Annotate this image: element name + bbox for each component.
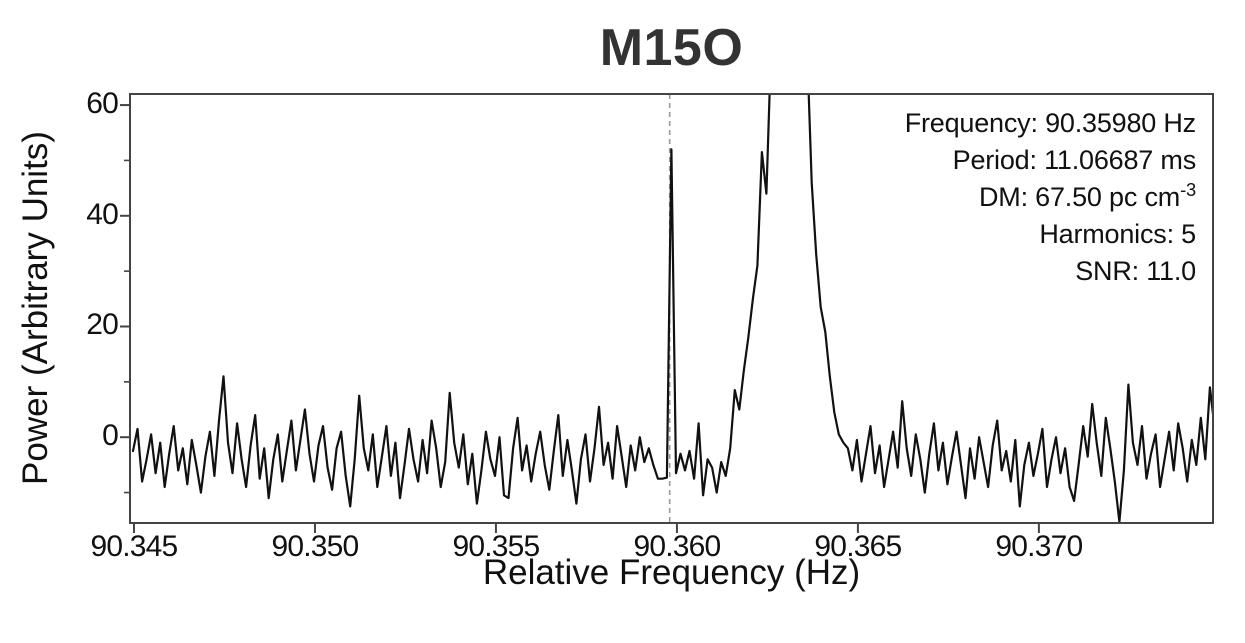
x-axis-label: Relative Frequency (Hz) — [482, 553, 861, 592]
x-tick-label: 90.370 — [995, 530, 1083, 563]
x-tick-label: 90.365 — [814, 530, 902, 563]
annotation-line-snr: SNR: 11.0 — [1075, 256, 1196, 286]
x-tick-label: 90.350 — [271, 530, 359, 563]
y-tick-label: 40 — [86, 197, 119, 231]
plot-frame — [129, 93, 1214, 524]
annotation-superscript: -3 — [1180, 179, 1196, 200]
y-tick-label: 0 — [102, 419, 119, 453]
annotation-line-harmonics: Harmonics: 5 — [1039, 219, 1196, 249]
x-tick-label: 90.355 — [452, 530, 540, 563]
y-tick-label: 20 — [86, 308, 119, 342]
annotation-line-period: Period: 11.06687 ms — [952, 145, 1197, 175]
x-tick-label: 90.360 — [633, 530, 721, 563]
y-tick-label: 60 — [86, 87, 119, 121]
power-spectrum-line — [131, 95, 1212, 522]
annotation-line-frequency: Frequency: 90.35980 Hz — [904, 108, 1196, 138]
annotation-line-dm: DM: 67.50 pc cm-3 — [978, 179, 1196, 212]
figure-title: M15O — [599, 19, 744, 77]
annotation-block: Frequency: 90.35980 Hz Period: 11.06687 m… — [905, 105, 1196, 290]
x-tick-label: 90.345 — [90, 530, 178, 563]
